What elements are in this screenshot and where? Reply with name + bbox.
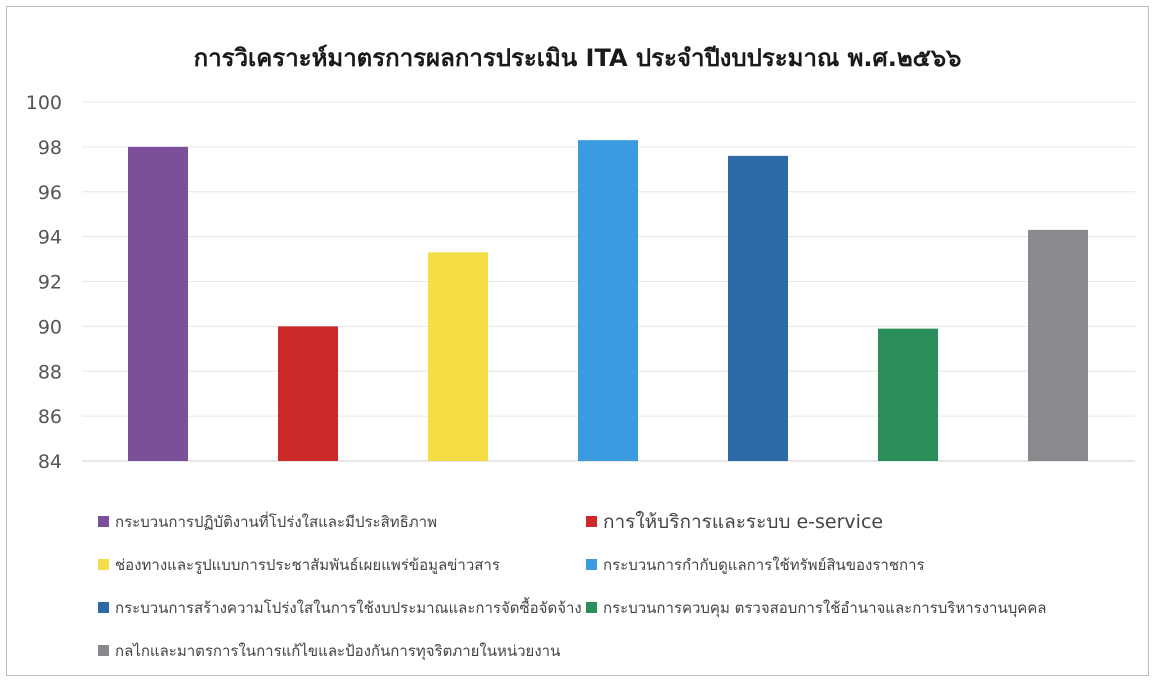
y-tick-label: 94 [38,227,62,249]
legend-label-0: กระบวนการปฏิบัติงานที่โปร่งใสและมีประสิท… [115,512,437,531]
bar-5 [878,328,938,461]
legend-swatch-5 [586,602,597,613]
legend-swatch-4 [98,602,109,613]
y-tick-label: 84 [38,451,62,473]
bar-2 [428,252,488,461]
chart-frame [6,6,1149,676]
legend-swatch-1 [586,516,597,527]
y-tick-label: 90 [38,316,62,338]
legend-item-0: กระบวนการปฏิบัติงานที่โปร่งใสและมีประสิท… [98,510,586,534]
bar-0 [128,146,188,461]
y-tick-label: 92 [38,272,62,294]
bar-1 [278,326,338,461]
legend-swatch-2 [98,559,109,570]
chart-title: การวิเคราะห์มาตรการผลการประเมิน ITA ประจ… [193,44,962,72]
legend-swatch-6 [98,645,109,656]
legend-label-5: กระบวนการควบคุม ตรวจสอบการใช้อำนาจและการ… [603,598,1047,617]
legend-item-6: กลไกและมาตรการในการแก้ไขและป้องกันการทุจ… [98,639,586,663]
legend-item-2: ช่องทางและรูปแบบการประชาสัมพันธ์เผยแพร่ข… [98,553,586,577]
y-tick-label: 86 [38,406,62,428]
y-tick-label: 100 [26,92,62,114]
bar-4 [728,155,788,461]
legend-swatch-0 [98,516,109,527]
legend: กระบวนการปฏิบัติงานที่โปร่งใสและมีประสิท… [98,500,1108,672]
legend-item-5: กระบวนการควบคุม ตรวจสอบการใช้อำนาจและการ… [586,596,1047,620]
bar-3 [578,140,638,462]
legend-item-1: การให้บริการและระบบ e-service [586,507,883,537]
legend-label-1: การให้บริการและระบบ e-service [603,510,884,533]
legend-label-2: ช่องทางและรูปแบบการประชาสัมพันธ์เผยแพร่ข… [115,555,500,574]
legend-label-4: กระบวนการสร้างความโปร่งใสในการใช้งบประมา… [115,598,582,617]
legend-swatch-3 [586,559,597,570]
bar-chart: 84 86 88 90 92 94 96 98 100 [26,92,1135,473]
legend-label-6: กลไกและมาตรการในการแก้ไขและป้องกันการทุจ… [115,641,561,660]
legend-label-3: กระบวนการกำกับดูแลการใช้ทรัพย์สินของราชก… [603,555,925,574]
legend-item-4: กระบวนการสร้างความโปร่งใสในการใช้งบประมา… [98,596,586,620]
legend-item-3: กระบวนการกำกับดูแลการใช้ทรัพย์สินของราชก… [586,553,925,577]
y-tick-label: 88 [38,361,62,383]
y-tick-label: 98 [38,137,62,159]
bar-6 [1028,229,1088,461]
y-tick-label: 96 [38,182,62,204]
